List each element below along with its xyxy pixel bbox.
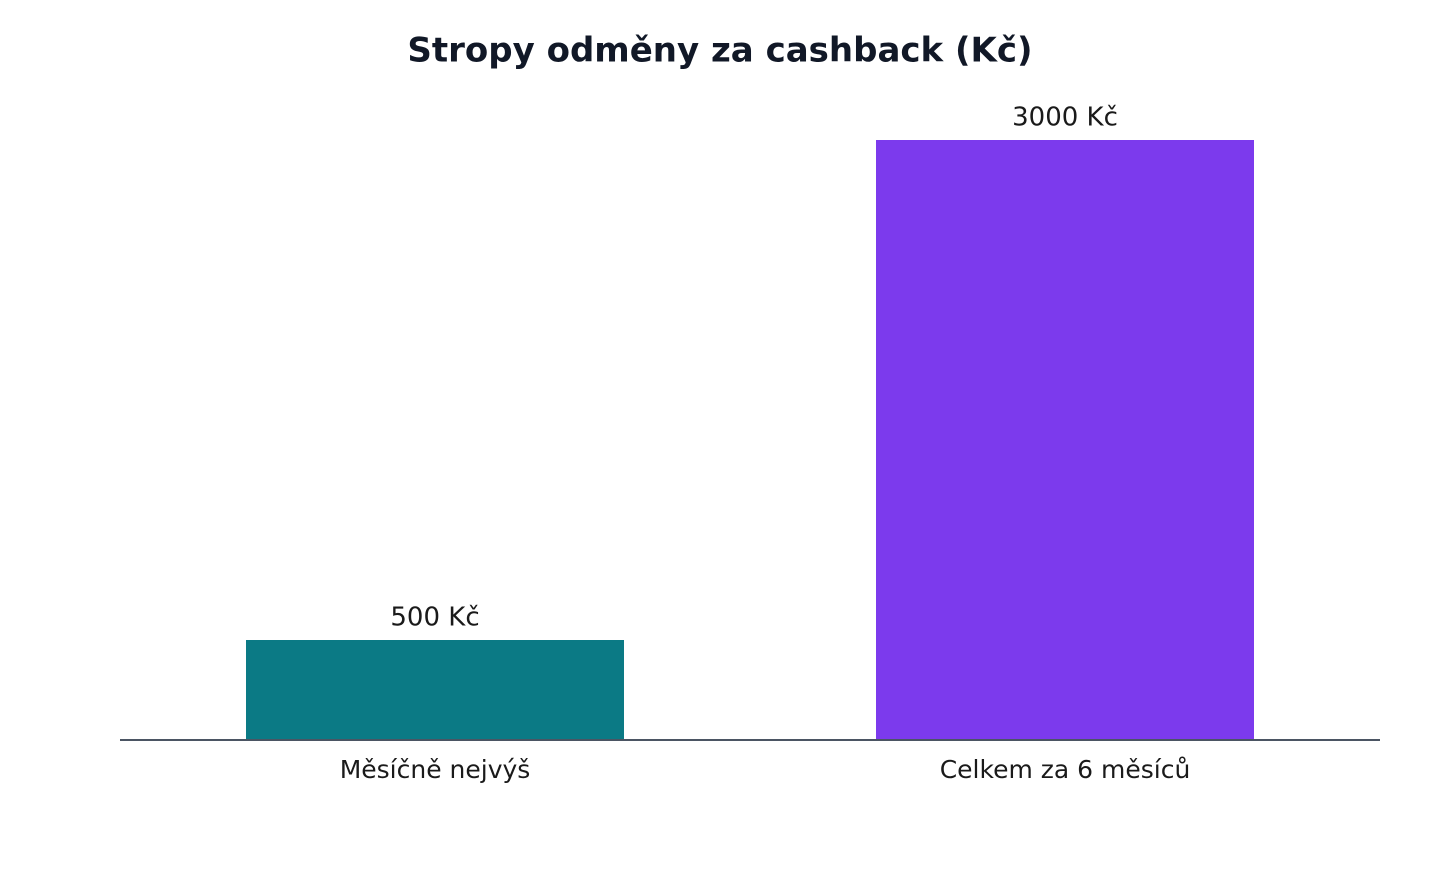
x-tick-label: Měsíčně nejvýš	[340, 755, 531, 784]
chart-title: Stropy odměny za cashback (Kč)	[407, 31, 1032, 71]
value-label: 500 Kč	[390, 603, 479, 633]
bar	[876, 140, 1254, 740]
value-label: 3000 Kč	[1012, 103, 1118, 133]
x-tick-label: Celkem za 6 měsíců	[940, 755, 1191, 784]
bar	[246, 640, 624, 740]
